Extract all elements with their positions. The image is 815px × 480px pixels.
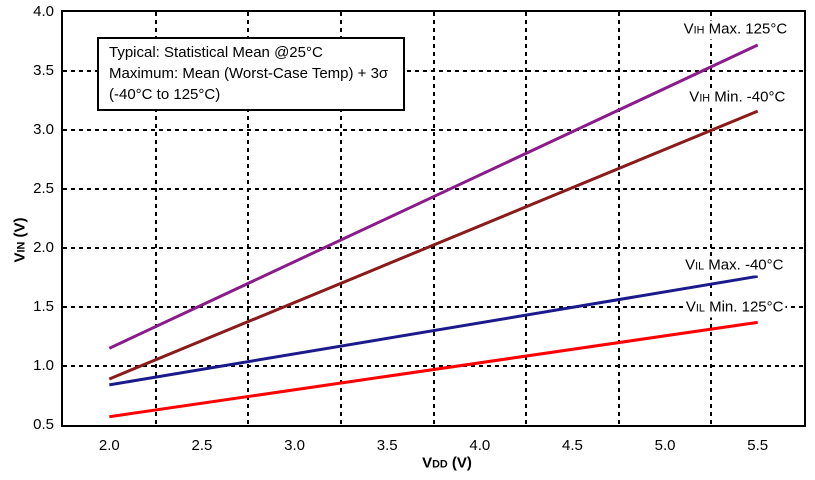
annotation-line: Typical: Statistical Mean @25°C	[109, 44, 323, 61]
x-tick-label: 2.0	[98, 437, 120, 454]
y-tick-label: 3.5	[33, 62, 54, 79]
x-tick-label: 4.0	[469, 437, 491, 454]
series-line-vil-min-125-c	[109, 320, 758, 419]
x-tick-label: 3.0	[284, 437, 305, 454]
x-axis-title: VDD (V)	[422, 454, 472, 472]
series-line-vil-max-40-c	[109, 274, 758, 387]
series-label-vil-max-40-c: VIL Max. -40°C	[683, 256, 786, 276]
y-tick-label: 4.0	[33, 3, 54, 20]
annotation-line: (-40°C to 125°C)	[109, 86, 221, 103]
series-label-vih-min-40-c: VIH Min. -40°C	[687, 88, 788, 108]
y-tick-label: 2.0	[33, 239, 54, 256]
vertical-gridline	[525, 12, 528, 425]
series-label-vih-max-125-c: VIH Max. 125°C	[681, 20, 790, 40]
y-tick-label: 3.0	[33, 121, 54, 138]
series-line-vih-max-125-c	[108, 43, 759, 350]
vertical-gridline	[617, 12, 620, 425]
y-tick-label: 1.0	[33, 357, 54, 374]
series-line-vih-min-40-c	[108, 109, 759, 381]
y-tick-label: 2.5	[33, 180, 54, 197]
x-tick-label: 2.5	[191, 437, 213, 454]
x-tick-label: 4.5	[562, 437, 583, 454]
x-tick-label: 5.0	[654, 437, 676, 454]
vertical-gridline	[432, 12, 435, 425]
vertical-gridline	[247, 12, 250, 425]
series-lines	[108, 43, 759, 419]
x-tick-label: 3.5	[376, 437, 398, 454]
annotation-line: Maximum: Mean (Worst-Case Temp) + 3σ	[109, 65, 389, 82]
plot-area: VIH Max. 125°C VIH Min. -40°C VIL Max. -40…	[61, 10, 806, 427]
series-label-vil-min-125-c: VIL Min. 125°C	[683, 298, 786, 318]
x-tick-label: 5.5	[747, 437, 769, 454]
vertical-gridline	[710, 12, 713, 425]
y-tick-label: 0.5	[33, 416, 54, 433]
vertical-gridline	[154, 12, 157, 425]
annotation-box: Typical: Statistical Mean @25°C Maximum:…	[97, 37, 405, 111]
y-tick-label: 1.5	[33, 298, 54, 315]
vertical-gridline	[339, 12, 342, 425]
